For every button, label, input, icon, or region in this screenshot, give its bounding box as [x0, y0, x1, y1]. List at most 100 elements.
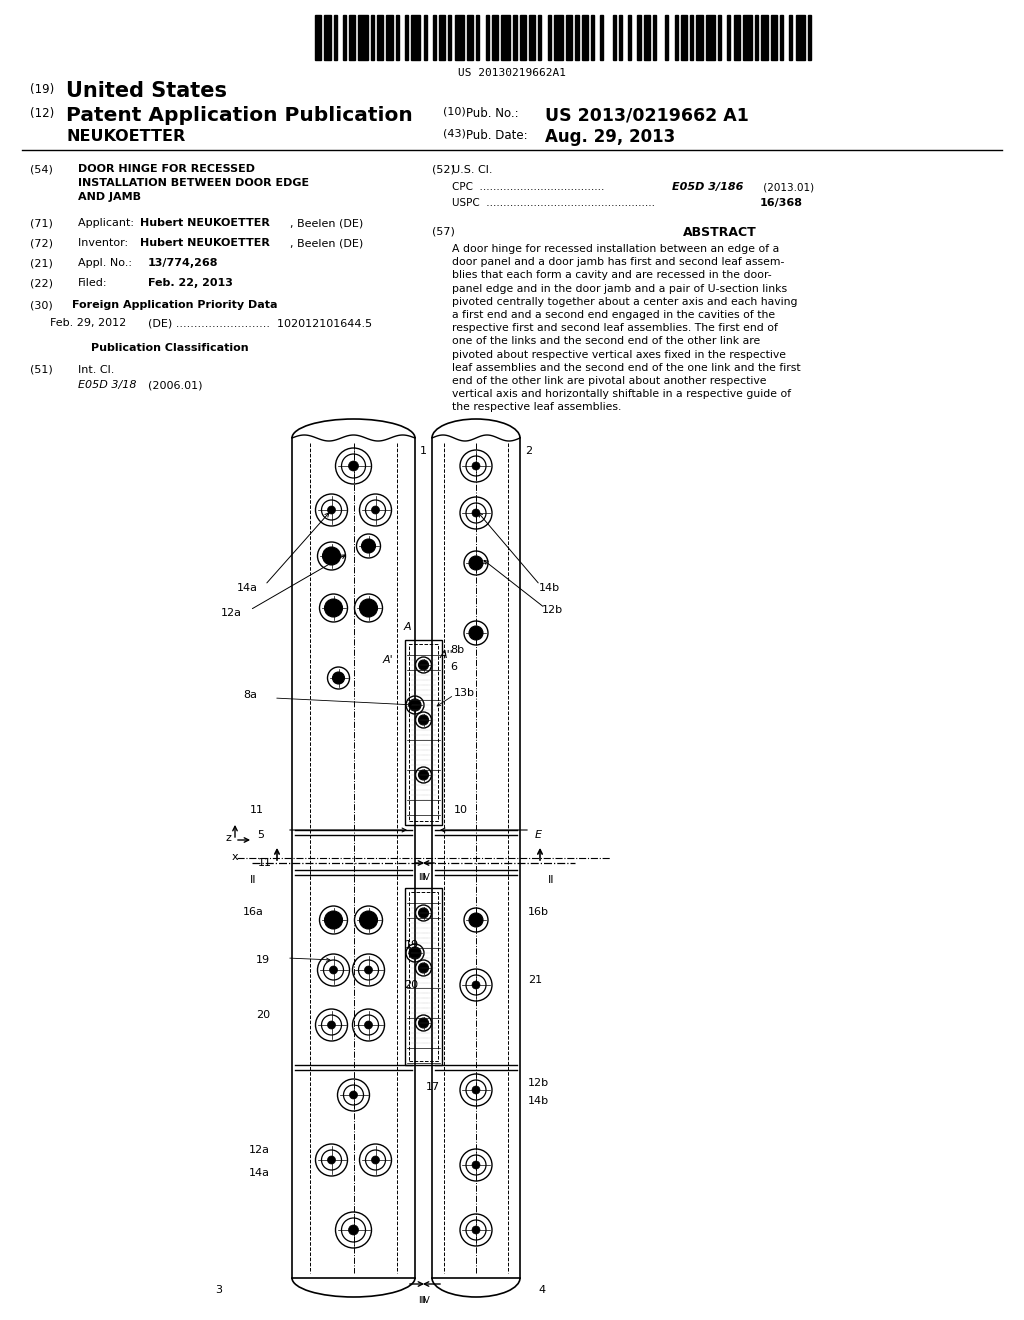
Text: vertical axis and horizontally shiftable in a respective guide of: vertical axis and horizontally shiftable…	[452, 389, 792, 399]
Text: (43): (43)	[443, 129, 466, 139]
Bar	[406, 888, 442, 1065]
Text: Patent Application Publication: Patent Application Publication	[66, 106, 413, 125]
Text: (12): (12)	[30, 107, 54, 120]
Text: 1: 1	[420, 446, 427, 455]
Text: AND JAMB: AND JAMB	[78, 191, 141, 202]
Circle shape	[330, 966, 338, 974]
Bar	[529, 15, 536, 59]
Bar	[492, 15, 498, 59]
Bar	[404, 15, 408, 59]
Text: E05D 3/186: E05D 3/186	[672, 182, 743, 191]
Bar	[406, 640, 442, 825]
Bar	[358, 15, 368, 59]
Circle shape	[325, 911, 342, 929]
Text: 12b: 12b	[528, 1078, 549, 1088]
Bar	[501, 15, 510, 59]
Text: blies that each form a cavity and are recessed in the door-: blies that each form a cavity and are re…	[452, 271, 772, 280]
Text: 20: 20	[404, 979, 419, 990]
Text: the respective leaf assemblies.: the respective leaf assemblies.	[452, 403, 622, 412]
Text: Hubert NEUKOETTER: Hubert NEUKOETTER	[140, 218, 270, 228]
Text: 12a: 12a	[249, 1144, 270, 1155]
Text: (10): (10)	[443, 107, 466, 117]
Bar	[519, 15, 525, 59]
Text: 14b: 14b	[539, 583, 560, 593]
Text: 3: 3	[215, 1284, 222, 1295]
Bar	[666, 15, 669, 59]
Text: 11: 11	[258, 858, 272, 869]
Bar	[315, 15, 322, 59]
Text: pivoted about respective vertical axes fixed in the respective: pivoted about respective vertical axes f…	[452, 350, 786, 359]
Bar	[513, 15, 516, 59]
Bar	[681, 15, 687, 59]
Text: (21): (21)	[30, 257, 53, 268]
Text: Inventor:: Inventor:	[78, 238, 135, 248]
Text: 6: 6	[450, 663, 457, 672]
Text: (22): (22)	[30, 279, 53, 288]
Text: INSTALLATION BETWEEN DOOR EDGE: INSTALLATION BETWEEN DOOR EDGE	[78, 178, 309, 187]
Text: 12a: 12a	[221, 609, 242, 618]
Text: III: III	[418, 873, 426, 882]
Text: (51): (51)	[30, 366, 53, 375]
Text: E: E	[535, 830, 542, 840]
Circle shape	[472, 1226, 480, 1234]
Text: 13/774,268: 13/774,268	[148, 257, 218, 268]
Text: one of the links and the second end of the other link are: one of the links and the second end of t…	[452, 337, 760, 346]
Text: (19): (19)	[30, 83, 54, 96]
Text: Pub. No.:: Pub. No.:	[466, 107, 518, 120]
Bar	[409, 644, 438, 821]
Circle shape	[472, 510, 480, 517]
Bar	[675, 15, 678, 59]
Text: 17: 17	[426, 1082, 439, 1092]
Text: leaf assemblies and the second end of the one link and the first: leaf assemblies and the second end of th…	[452, 363, 801, 372]
Text: 21: 21	[528, 975, 542, 985]
Text: pivoted centrally together about a center axis and each having: pivoted centrally together about a cente…	[452, 297, 798, 306]
Text: 14a: 14a	[249, 1168, 270, 1177]
Text: Pub. Date:: Pub. Date:	[466, 129, 527, 143]
Text: (2013.01): (2013.01)	[760, 182, 814, 191]
Circle shape	[349, 1092, 357, 1100]
Bar	[600, 15, 603, 59]
Text: E05D 3/18: E05D 3/18	[78, 380, 136, 389]
Circle shape	[323, 546, 341, 565]
Text: 8a: 8a	[243, 690, 257, 700]
Bar	[644, 15, 650, 59]
Bar	[628, 15, 631, 59]
Text: (71): (71)	[30, 218, 53, 228]
Text: II: II	[250, 875, 256, 884]
Circle shape	[419, 770, 428, 780]
Text: 16a: 16a	[243, 907, 264, 917]
Bar	[343, 15, 346, 59]
Bar	[424, 15, 427, 59]
Bar	[591, 15, 594, 59]
Text: 10: 10	[454, 805, 468, 814]
Bar	[780, 15, 783, 59]
Bar	[733, 15, 739, 59]
Text: A'': A''	[440, 649, 454, 660]
Circle shape	[328, 1156, 336, 1164]
Circle shape	[419, 660, 428, 671]
Text: DOOR HINGE FOR RECESSED: DOOR HINGE FOR RECESSED	[78, 164, 255, 174]
Bar	[706, 15, 715, 59]
Circle shape	[472, 981, 480, 989]
Text: (52): (52)	[432, 165, 455, 176]
Text: IV: IV	[421, 873, 429, 882]
Text: A door hinge for recessed installation between an edge of a: A door hinge for recessed installation b…	[452, 244, 779, 253]
Bar	[771, 15, 777, 59]
Text: 14b: 14b	[528, 1096, 549, 1106]
Circle shape	[419, 715, 428, 725]
Bar	[548, 15, 551, 59]
Bar	[790, 15, 793, 59]
Bar	[485, 15, 488, 59]
Circle shape	[472, 1162, 480, 1170]
Text: 19: 19	[256, 954, 270, 965]
Text: (72): (72)	[30, 238, 53, 248]
Bar	[742, 15, 752, 59]
Bar	[690, 15, 693, 59]
Text: 12b: 12b	[542, 605, 563, 615]
Bar	[618, 15, 622, 59]
Circle shape	[419, 1018, 428, 1028]
Text: panel edge and in the door jamb and a pair of U-section links: panel edge and in the door jamb and a pa…	[452, 284, 787, 293]
Bar	[409, 892, 438, 1061]
Circle shape	[469, 913, 483, 927]
Text: A': A'	[382, 655, 393, 665]
